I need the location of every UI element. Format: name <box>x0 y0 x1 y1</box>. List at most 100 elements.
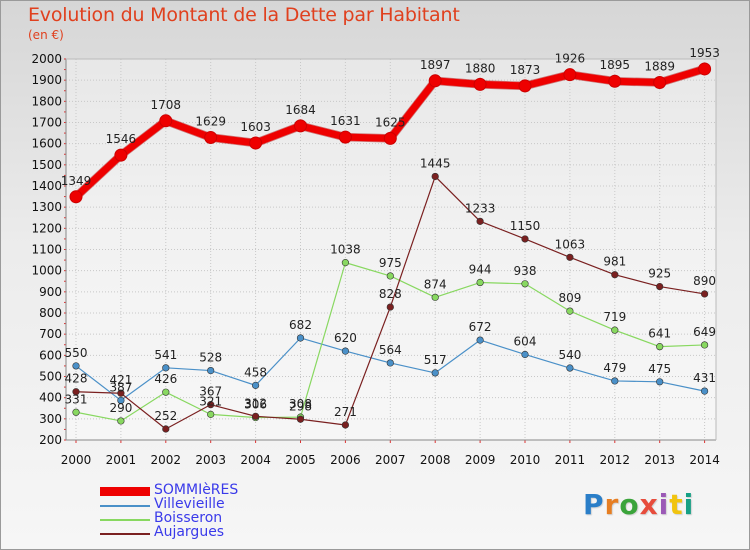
data-point <box>473 77 487 91</box>
legend-swatch <box>100 533 150 535</box>
data-label: 682 <box>289 318 312 332</box>
data-point <box>656 282 664 291</box>
logo-letter: i <box>683 488 695 521</box>
data-label: 1063 <box>555 237 586 251</box>
data-label: 641 <box>648 327 671 341</box>
y-tick-label: 1900 <box>31 73 62 87</box>
data-point <box>656 343 664 351</box>
data-label: 421 <box>109 373 132 387</box>
data-label: 874 <box>424 277 447 291</box>
data-point <box>656 378 664 386</box>
legend-label: Boisseron <box>154 510 223 526</box>
data-point <box>611 377 619 385</box>
data-label: 540 <box>558 348 581 362</box>
data-point <box>114 148 128 162</box>
data-point <box>700 341 709 349</box>
data-label: 387 <box>109 380 132 394</box>
data-label: 528 <box>199 351 222 365</box>
data-point <box>431 293 439 301</box>
y-tick-label: 2000 <box>31 52 62 66</box>
data-point <box>162 364 170 372</box>
data-label: 312 <box>244 396 267 410</box>
data-point <box>117 417 125 425</box>
data-point <box>653 75 667 89</box>
data-label: 944 <box>469 263 492 277</box>
data-point <box>296 415 305 423</box>
y-tick-label: 1500 <box>31 158 62 172</box>
x-tick-label: 2011 <box>555 453 586 467</box>
x-tick-label: 2010 <box>510 453 541 467</box>
data-point <box>72 388 80 396</box>
data-point <box>431 369 439 377</box>
data-point <box>611 271 619 279</box>
data-point <box>476 217 484 225</box>
data-point <box>341 421 350 429</box>
data-label: 458 <box>244 365 267 379</box>
data-label: 1445 <box>420 156 451 170</box>
data-point <box>252 381 260 389</box>
x-tick-label: 2000 <box>61 453 92 467</box>
data-point <box>521 280 529 288</box>
legend-swatch <box>100 519 150 521</box>
data-point <box>207 366 215 375</box>
x-tick-label: 2014 <box>689 453 720 467</box>
data-label: 1873 <box>510 63 541 77</box>
data-point <box>431 172 439 181</box>
data-point <box>162 388 170 396</box>
data-label: 1150 <box>510 219 541 233</box>
data-label: 479 <box>603 361 626 375</box>
data-point <box>476 278 484 287</box>
data-point <box>611 326 619 334</box>
proxiti-logo: Proxiti <box>583 488 694 521</box>
y-tick-label: 1400 <box>31 179 62 193</box>
data-label: 1926 <box>555 52 586 66</box>
data-point <box>700 387 709 395</box>
data-point <box>341 259 350 267</box>
data-label: 321 <box>199 394 222 408</box>
data-point <box>383 131 397 145</box>
data-label: 1880 <box>465 61 496 75</box>
data-label: 426 <box>154 372 177 386</box>
data-label: 620 <box>334 331 357 345</box>
data-label: 517 <box>424 353 447 367</box>
data-point <box>428 74 442 88</box>
data-point <box>69 190 83 204</box>
data-point <box>117 389 125 397</box>
data-point <box>563 68 577 82</box>
legend-swatch <box>100 487 150 496</box>
y-tick-label: 1100 <box>31 243 62 257</box>
data-label: 938 <box>514 264 537 278</box>
y-tick-label: 500 <box>39 370 62 384</box>
data-label: 252 <box>154 409 177 423</box>
data-label: 1631 <box>330 114 361 128</box>
data-point <box>341 347 350 355</box>
legend-label: Villevieille <box>154 496 225 512</box>
data-label: 1897 <box>420 58 451 72</box>
x-tick-label: 2009 <box>465 453 496 467</box>
logo-letter: o <box>619 488 640 521</box>
data-label: 308 <box>289 397 312 411</box>
chart-subtitle: (en €) <box>28 28 64 42</box>
y-tick-label: 900 <box>39 285 62 299</box>
y-tick-label: 1600 <box>31 137 62 151</box>
data-label: 1603 <box>240 120 271 134</box>
data-label: 431 <box>693 371 716 385</box>
data-point <box>521 235 529 243</box>
y-tick-label: 300 <box>39 412 62 426</box>
data-label: 828 <box>379 287 402 301</box>
data-label: 1625 <box>375 115 406 129</box>
data-label: 541 <box>154 348 177 362</box>
data-label: 271 <box>334 405 357 419</box>
data-label: 1889 <box>644 59 675 73</box>
data-label: 1895 <box>600 58 631 72</box>
y-tick-label: 1800 <box>31 94 62 108</box>
x-tick-label: 2005 <box>285 453 316 467</box>
data-point <box>252 412 260 420</box>
y-tick-label: 1300 <box>31 200 62 214</box>
y-tick-label: 800 <box>39 306 62 320</box>
data-label: 1708 <box>151 98 182 112</box>
data-label: 1233 <box>465 201 496 215</box>
data-point <box>608 74 622 88</box>
x-tick-label: 2013 <box>644 453 675 467</box>
